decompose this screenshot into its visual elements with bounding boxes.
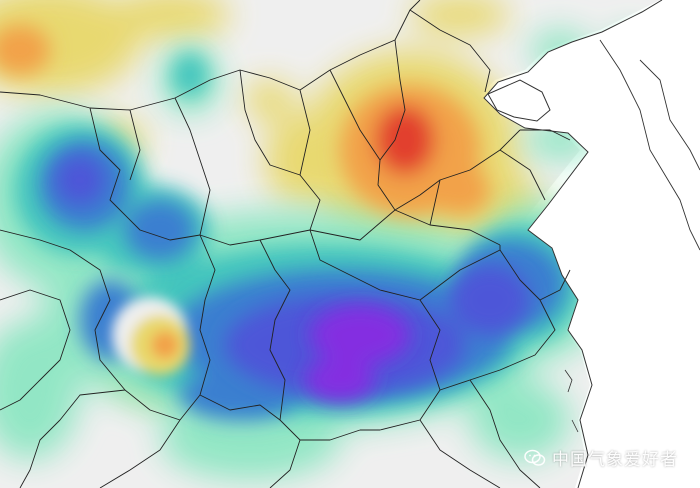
taiwan-strait-islands: [564, 369, 579, 433]
korea-outline: [599, 39, 700, 251]
anomaly-layer-wet-violet: [305, 305, 410, 402]
watermark-text: 中国气象爱好者: [552, 450, 678, 470]
anomaly-layer-dry-core: [0, 25, 490, 215]
bohai-mask: [488, 80, 550, 121]
coastline: [483, 0, 663, 488]
province-boundaries: [0, 0, 571, 488]
watermark: 中国气象爱好者: [524, 445, 678, 470]
bohai-coast: [487, 79, 551, 122]
sea-mask: [484, 0, 700, 488]
wechat-icon: [524, 449, 546, 466]
anomaly-layer-dry-pocket: [112, 297, 190, 375]
